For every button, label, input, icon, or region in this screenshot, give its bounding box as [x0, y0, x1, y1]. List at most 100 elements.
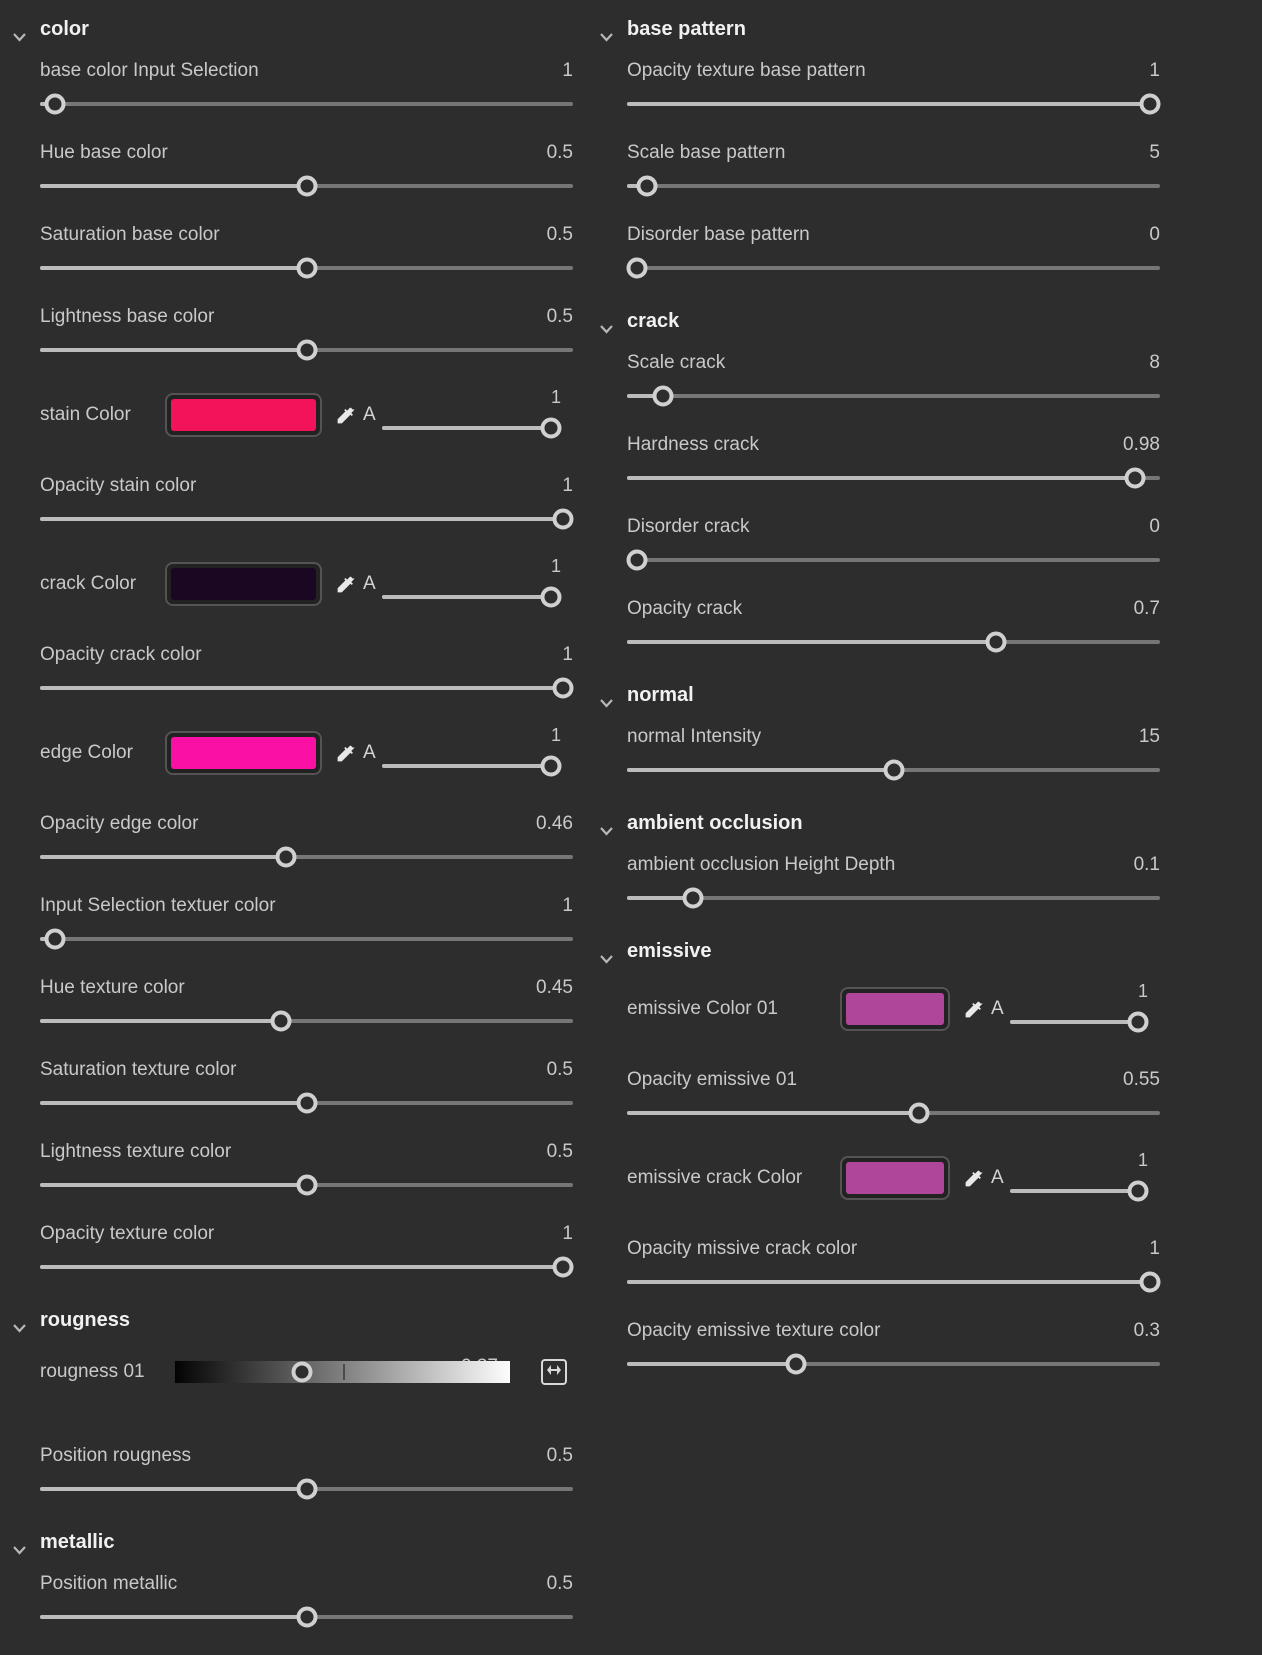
chevron-down-icon[interactable]	[12, 1315, 27, 1333]
chevron-down-icon[interactable]	[599, 24, 614, 42]
slider-handle[interactable]	[291, 1361, 313, 1383]
slider-handle[interactable]	[1124, 467, 1146, 489]
param-value[interactable]: 0.7	[1133, 598, 1160, 619]
param-value[interactable]: 0.5	[546, 142, 573, 163]
chevron-down-icon[interactable]	[599, 316, 614, 334]
param-value[interactable]: 0	[1149, 224, 1160, 245]
param-slider[interactable]	[626, 548, 1160, 572]
chevron-down-icon[interactable]	[12, 24, 27, 42]
slider-handle[interactable]	[44, 928, 66, 950]
param-slider[interactable]	[40, 676, 574, 700]
slider-handle[interactable]	[1139, 93, 1161, 115]
slider-handle[interactable]	[296, 1606, 317, 1628]
param-value[interactable]: 0.5	[546, 306, 573, 327]
param-value[interactable]: 8	[1149, 352, 1160, 373]
param-value[interactable]: 1	[562, 1223, 573, 1244]
param-value[interactable]: 0.46	[536, 813, 573, 834]
eyedropper-icon[interactable]	[963, 1168, 984, 1189]
param-slider[interactable]	[40, 256, 573, 280]
slider-handle[interactable]	[1127, 1180, 1149, 1202]
param-value[interactable]: 1	[562, 475, 573, 496]
chevron-down-icon[interactable]	[599, 946, 614, 964]
chevron-down-icon[interactable]	[599, 818, 614, 836]
param-slider[interactable]	[627, 92, 1161, 116]
param-value[interactable]: 1	[562, 60, 573, 81]
param-value[interactable]: 1	[562, 895, 573, 916]
slider-handle[interactable]	[296, 257, 317, 279]
slider-handle[interactable]	[552, 508, 574, 530]
color-swatch[interactable]	[165, 393, 322, 437]
alpha-slider[interactable]	[381, 585, 562, 609]
alpha-slider[interactable]	[381, 416, 562, 440]
param-slider[interactable]	[627, 630, 1160, 654]
param-slider[interactable]	[40, 174, 573, 198]
slider-handle[interactable]	[1139, 1271, 1161, 1293]
param-slider[interactable]	[40, 1605, 573, 1629]
alpha-value[interactable]: 1	[1137, 981, 1148, 1001]
slider-handle[interactable]	[652, 385, 674, 407]
param-slider[interactable]	[40, 1091, 573, 1115]
param-slider[interactable]	[627, 174, 1160, 198]
slider-handle[interactable]	[636, 175, 658, 197]
slider-handle[interactable]	[540, 417, 562, 439]
param-value[interactable]: 0.98	[1123, 434, 1160, 455]
param-value[interactable]: 0.45	[536, 977, 573, 998]
param-value[interactable]: 0.3	[1133, 1320, 1160, 1341]
param-value[interactable]: 0.5	[546, 1573, 573, 1594]
slider-handle[interactable]	[626, 257, 648, 279]
param-value[interactable]: 0.5	[546, 1059, 573, 1080]
param-slider[interactable]	[40, 1009, 573, 1033]
section-header[interactable]: base pattern	[600, 16, 1160, 42]
slider-handle[interactable]	[682, 887, 704, 909]
alpha-slider[interactable]	[1009, 1010, 1149, 1034]
param-slider[interactable]	[627, 1101, 1160, 1125]
slider-handle[interactable]	[552, 677, 574, 699]
param-value[interactable]: 5	[1149, 142, 1160, 163]
param-value[interactable]: 15	[1138, 726, 1160, 747]
color-swatch[interactable]	[165, 731, 322, 775]
param-slider[interactable]	[40, 927, 573, 951]
param-value[interactable]: 0.5	[546, 224, 573, 245]
eyedropper-icon[interactable]	[963, 999, 984, 1020]
slider-handle[interactable]	[626, 549, 648, 571]
slider-handle[interactable]	[1127, 1011, 1149, 1033]
section-header[interactable]: emissive	[600, 938, 1160, 964]
section-header[interactable]: metallic	[13, 1529, 573, 1555]
eyedropper-icon[interactable]	[335, 405, 356, 426]
param-value[interactable]: 0.1	[1133, 854, 1160, 875]
slider-handle[interactable]	[540, 586, 562, 608]
slider-handle[interactable]	[44, 93, 66, 115]
param-slider[interactable]	[627, 384, 1160, 408]
eyedropper-icon[interactable]	[335, 574, 356, 595]
chevron-down-icon[interactable]	[12, 1537, 27, 1555]
param-value[interactable]: 1	[1149, 60, 1160, 81]
slider-handle[interactable]	[908, 1102, 930, 1124]
color-swatch[interactable]	[840, 987, 950, 1031]
alpha-value[interactable]: 1	[550, 725, 561, 745]
param-slider[interactable]	[40, 1477, 573, 1501]
param-slider[interactable]	[627, 1270, 1161, 1294]
section-header[interactable]: crack	[600, 308, 1160, 334]
slider-handle[interactable]	[785, 1353, 807, 1375]
section-header[interactable]: normal	[600, 682, 1160, 708]
color-swatch[interactable]	[165, 562, 322, 606]
param-slider[interactable]	[627, 758, 1160, 782]
slider-handle[interactable]	[296, 1092, 317, 1114]
slider-handle[interactable]	[296, 1478, 317, 1500]
alpha-value[interactable]: 1	[550, 387, 561, 407]
param-slider[interactable]	[40, 92, 573, 116]
param-value[interactable]: 1	[1149, 1238, 1160, 1259]
alpha-value[interactable]: 1	[550, 556, 561, 576]
slider-handle[interactable]	[296, 175, 317, 197]
section-header[interactable]: rougness	[13, 1307, 573, 1333]
section-header[interactable]: ambient occlusion	[600, 810, 1160, 836]
eyedropper-icon[interactable]	[335, 743, 356, 764]
param-value[interactable]: 0.5	[546, 1141, 573, 1162]
param-slider[interactable]	[40, 1255, 574, 1279]
param-slider[interactable]	[627, 886, 1160, 910]
param-slider[interactable]	[627, 466, 1160, 490]
chevron-down-icon[interactable]	[599, 690, 614, 708]
slider-handle[interactable]	[275, 846, 297, 868]
slider-handle[interactable]	[296, 1174, 317, 1196]
slider-handle[interactable]	[540, 755, 562, 777]
